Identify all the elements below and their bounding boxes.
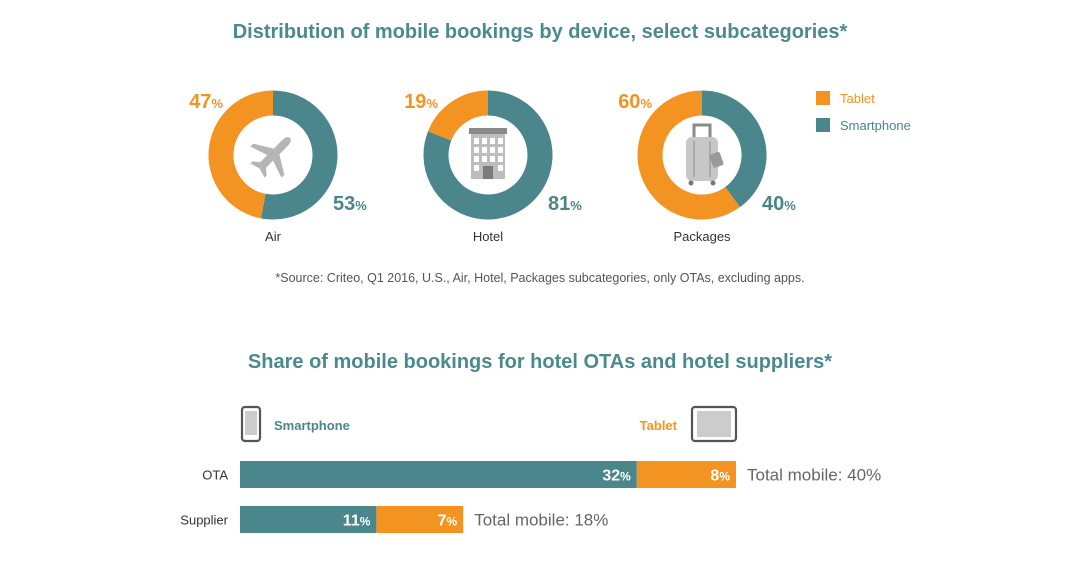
donut-charts: 47% 53% Air 19% 81% Hotel 60% 40% Packages — [189, 90, 796, 244]
smartphone-percent-label: 53% — [333, 193, 367, 215]
bar-segment-tablet — [636, 461, 736, 488]
donut-slice-smartphone — [423, 90, 553, 220]
donut-slice-tablet — [428, 90, 489, 142]
legend-label-smartphone: Smartphone — [840, 118, 911, 133]
smartphone-percent-label: 40% — [762, 193, 796, 215]
legend-label-tablet: Tablet — [840, 91, 875, 106]
donut-air: 47% 53% Air — [189, 90, 367, 244]
bar-row-ota: OTA 32% 8% Total mobile: 40% — [202, 461, 881, 488]
donut-legend: Tablet Smartphone — [816, 91, 911, 133]
donut-slice-tablet — [637, 90, 740, 220]
source-note: *Source: Criteo, Q1 2016, U.S., Air, Hot… — [275, 271, 804, 285]
donut-chart-title: Distribution of mobile bookings by devic… — [233, 21, 848, 43]
bar-segment-tablet — [376, 506, 464, 533]
airplane-icon — [250, 137, 291, 178]
legend-swatch-tablet — [816, 91, 830, 105]
stacked-bars: OTA 32% 8% Total mobile: 40% Supplier 11% 7% To… — [180, 461, 881, 533]
tablet-percent-label: 19% — [404, 91, 438, 113]
tablet-percent-label: 60% — [618, 91, 652, 113]
bar-value-label: 32% — [602, 468, 631, 485]
donut-category-label: Hotel — [473, 229, 503, 244]
smartphone-percent-label: 81% — [548, 193, 582, 215]
bar-legend-label-tablet: Tablet — [640, 418, 678, 433]
tablet-icon — [690, 405, 738, 443]
bar-category-label: Supplier — [180, 513, 228, 528]
suitcase-icon — [686, 123, 724, 186]
donut-hotel: 19% 81% Hotel — [404, 90, 582, 244]
donut-packages: 60% 40% Packages — [618, 90, 796, 244]
bar-legend-label-smartphone: Smartphone — [274, 418, 350, 433]
bar-legend: Smartphone Tablet — [240, 405, 738, 443]
donut-slice-smartphone — [701, 90, 767, 208]
bar-total-label: Total mobile: 18% — [474, 511, 608, 530]
donut-slice-tablet — [208, 90, 274, 219]
bar-segment-smartphone — [240, 461, 637, 488]
hotel-building-icon — [469, 128, 507, 179]
smartphone-icon — [240, 405, 262, 443]
bar-chart-title: Share of mobile bookings for hotel OTAs … — [248, 351, 832, 373]
bar-row-supplier: Supplier 11% 7% Total mobile: 18% — [180, 506, 608, 533]
bar-segment-smartphone — [240, 506, 377, 533]
donut-category-label: Air — [265, 229, 282, 244]
bar-total-label: Total mobile: 40% — [747, 466, 881, 485]
bar-value-label: 8% — [710, 468, 730, 485]
donut-category-label: Packages — [673, 229, 731, 244]
bar-value-label: 11% — [343, 513, 371, 530]
bar-value-label: 7% — [438, 513, 458, 530]
donut-slice-smartphone — [260, 90, 338, 220]
bar-category-label: OTA — [202, 468, 228, 483]
tablet-percent-label: 47% — [189, 91, 223, 113]
legend-swatch-smartphone — [816, 118, 830, 132]
